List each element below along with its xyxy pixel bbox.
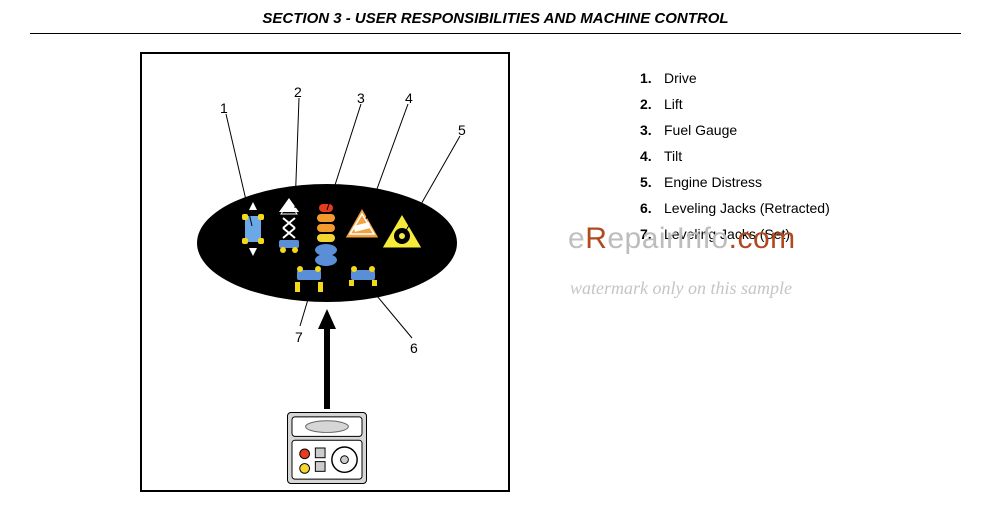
engine-distress-icon bbox=[382, 214, 422, 248]
legend-label: Engine Distress bbox=[664, 174, 762, 190]
tilt-icon bbox=[345, 208, 379, 238]
legend-label: Drive bbox=[664, 70, 697, 86]
callout-6: 6 bbox=[410, 340, 418, 356]
legend-num: 1. bbox=[640, 70, 664, 86]
content-row: 1 2 3 4 5 6 7 bbox=[0, 34, 991, 492]
drive-icon bbox=[242, 202, 264, 256]
legend-label: Fuel Gauge bbox=[664, 122, 737, 138]
legend-row: 2. Lift bbox=[640, 96, 830, 112]
front-arrow-icon bbox=[318, 309, 336, 409]
platform-control-box bbox=[287, 412, 367, 484]
watermark-rest: epairInfo bbox=[607, 222, 728, 255]
watermark-r: R bbox=[585, 222, 607, 255]
legend-num: 2. bbox=[640, 96, 664, 112]
legend-num: 6. bbox=[640, 200, 664, 216]
callout-5: 5 bbox=[458, 122, 466, 138]
legend-row: 5. Engine Distress bbox=[640, 174, 830, 190]
legend-label: Tilt bbox=[664, 148, 682, 164]
callout-7: 7 bbox=[295, 329, 303, 345]
legend-row: 6. Leveling Jacks (Retracted) bbox=[640, 200, 830, 216]
legend-label: Lift bbox=[664, 96, 683, 112]
watermark-logo: eRepairInfo.com bbox=[568, 222, 796, 256]
legend-num: 3. bbox=[640, 122, 664, 138]
legend-list: 1. Drive 2. Lift 3. Fuel Gauge 4. Tilt 5… bbox=[640, 52, 830, 492]
legend-label: Leveling Jacks (Retracted) bbox=[664, 200, 830, 216]
lift-icon bbox=[279, 198, 299, 253]
callout-1: 1 bbox=[220, 100, 228, 116]
legend-row: 3. Fuel Gauge bbox=[640, 122, 830, 138]
legend-row: 4. Tilt bbox=[640, 148, 830, 164]
callout-3: 3 bbox=[357, 90, 365, 106]
diagram-frame: 1 2 3 4 5 6 7 bbox=[140, 52, 510, 492]
legend-num: 4. bbox=[640, 148, 664, 164]
watermark-e: e bbox=[568, 222, 585, 255]
callout-4: 4 bbox=[405, 90, 413, 106]
watermark-caption: watermark only on this sample bbox=[570, 278, 792, 299]
leveling-jacks-retracted-icon bbox=[349, 266, 377, 286]
indicator-panel bbox=[197, 184, 457, 302]
watermark-dot: .com bbox=[729, 222, 796, 255]
callout-2: 2 bbox=[294, 84, 302, 100]
section-header: SECTION 3 - USER RESPONSIBILITIES AND MA… bbox=[0, 0, 991, 27]
legend-num: 5. bbox=[640, 174, 664, 190]
fuel-gauge-icon bbox=[315, 204, 337, 266]
legend-row: 1. Drive bbox=[640, 70, 830, 86]
leveling-jacks-set-icon bbox=[295, 266, 323, 292]
